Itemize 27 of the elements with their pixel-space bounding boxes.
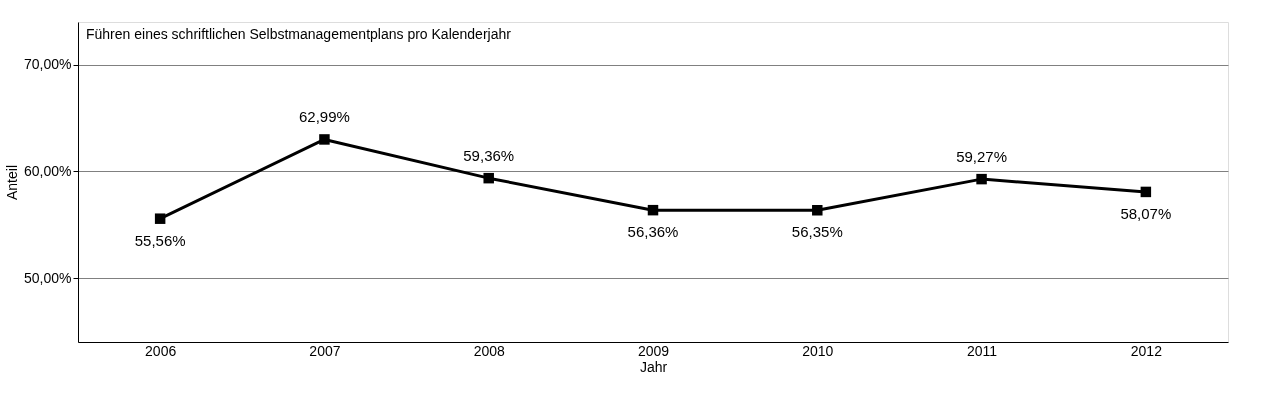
- x-tick-label: 2011: [967, 342, 998, 359]
- data-label: 58,07%: [1120, 204, 1172, 222]
- point: [319, 134, 330, 145]
- data-label: 62,99%: [298, 108, 350, 126]
- y-tick-label: 50,00%: [24, 269, 72, 286]
- data-label: 59,36%: [463, 147, 515, 165]
- point: [976, 173, 987, 185]
- data-label: 56,35%: [791, 223, 843, 241]
- point: [483, 172, 494, 184]
- x-tick-label: 2006: [145, 342, 177, 359]
- y-axis-title: Anteil: [4, 164, 21, 201]
- data-label: 55,56%: [134, 231, 186, 249]
- x-tick-label: 2009: [637, 342, 670, 359]
- point: [812, 205, 823, 216]
- data-label: 56,36%: [627, 223, 679, 241]
- x-tick-label: 2012: [1130, 342, 1163, 359]
- point: [1140, 186, 1152, 198]
- x-axis-title: Jahr: [639, 358, 668, 375]
- data-label: 59,27%: [956, 148, 1008, 166]
- chart-title: Führen eines schriftlichen Selbstmanagementplans pro Kalenderjahr: [86, 26, 512, 42]
- point: [154, 213, 166, 224]
- y-tick-label: 70,00%: [24, 56, 72, 73]
- x-tick-label: 2008: [473, 342, 505, 359]
- x-tick-label: 2010: [802, 342, 834, 359]
- x-tick-label: 2007: [309, 342, 341, 359]
- y-tick-label: 60,00%: [24, 162, 72, 179]
- point: [647, 204, 659, 216]
